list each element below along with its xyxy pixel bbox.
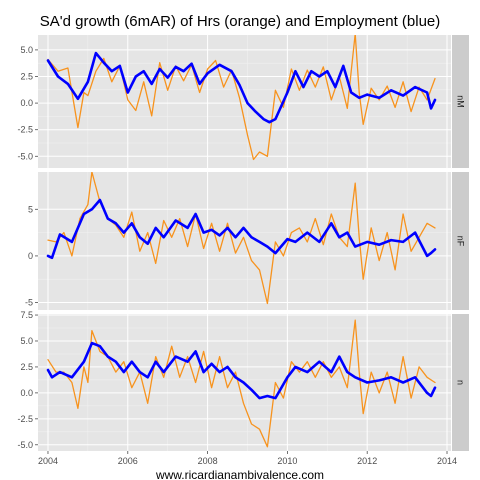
series-line-employment	[46, 198, 437, 260]
facet-strip	[452, 172, 469, 310]
x-tick-label: 2004	[38, 456, 58, 466]
panel-nF: -5 0 5 nF	[25, 172, 469, 310]
facet-strip-label: nF	[456, 236, 466, 247]
panels: -5.0 -2.5 0.0 2.5 5.0 nM -5 0 5 nF -5.0 -2.5 0.0 2.5 5…	[17, 35, 469, 451]
x-tick-label: 2008	[198, 456, 218, 466]
y-tick-label: -5.0	[17, 151, 33, 161]
x-tick-label: 2010	[277, 456, 297, 466]
y-tick-label: 5.0	[20, 336, 33, 346]
panel-nM: -5.0 -2.5 0.0 2.5 5.0 nM	[17, 35, 469, 168]
series-line-employment	[46, 51, 437, 124]
y-tick-label: 0	[28, 251, 33, 261]
series-line-hours	[47, 35, 436, 161]
y-tick-label: 7.5	[20, 310, 33, 320]
series-line-employment	[46, 341, 437, 400]
series-line-hours	[47, 319, 436, 448]
y-tick-label: 5	[28, 204, 33, 214]
panel-n: -5.0 -2.5 0.0 2.5 5.0 7.5 n	[17, 310, 469, 451]
facet-strip-label: n	[456, 380, 466, 385]
x-tick-label: 2014	[437, 456, 457, 466]
x-axis-label: www.ricardianambivalence.com	[155, 468, 324, 480]
facet-strip	[452, 35, 469, 168]
y-tick-label: 0.0	[20, 98, 33, 108]
x-tick-label: 2006	[118, 456, 138, 466]
y-tick-label: 2.5	[20, 71, 33, 81]
panel-background	[38, 35, 451, 168]
y-tick-label: -5	[25, 298, 33, 308]
y-tick-label: 0.0	[20, 388, 33, 398]
y-tick-label: 2.5	[20, 362, 33, 372]
y-tick-label: -5.0	[17, 440, 33, 450]
facet-strip	[452, 314, 469, 451]
x-tick-label: 2012	[357, 456, 377, 466]
facet-strip-label: nM	[456, 95, 466, 108]
y-tick-label: 5.0	[20, 45, 33, 55]
y-tick-label: -2.5	[17, 125, 33, 135]
y-tick-label: -2.5	[17, 414, 33, 424]
chart-title: SA'd growth (6mAR) of Hrs (orange) and E…	[40, 13, 441, 30]
x-axis: 2004 2006 2008 2010 2012 2014	[38, 451, 457, 466]
